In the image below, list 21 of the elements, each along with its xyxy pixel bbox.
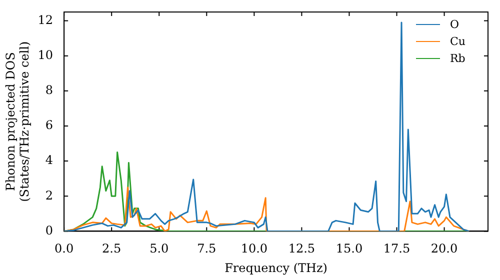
y-axis-title: Phonon projected DOS (States/THz·primitive cell): [3, 41, 32, 202]
y-tick-label: 2: [45, 188, 54, 202]
x-tick-label: 0.0: [54, 242, 74, 256]
x-tick-label: 10.0: [240, 242, 268, 256]
y-tick-label: 6: [45, 118, 54, 132]
x-tick-label: 7.5: [197, 242, 216, 256]
y-tick-label: 8: [45, 83, 54, 98]
y-tick-label: 10: [38, 48, 54, 62]
legend-label: Cu: [450, 34, 466, 50]
legend-label: O: [450, 17, 460, 33]
x-tick-label: 20.0: [430, 242, 458, 256]
y-tick-label: 4: [45, 153, 54, 168]
x-tick-label: 15.0: [336, 242, 363, 256]
x-tick-label: 5.0: [150, 242, 169, 256]
x-tick-label: 2.5: [102, 242, 122, 256]
legend-label: Rb: [450, 51, 466, 67]
y-tick-label: 0: [45, 223, 54, 238]
x-tick-label: 12.5: [288, 242, 316, 256]
x-tick-label: 17.5: [383, 242, 410, 256]
y-tick-label: 12: [38, 12, 54, 27]
x-axis-title: Frequency (THz): [224, 260, 328, 275]
